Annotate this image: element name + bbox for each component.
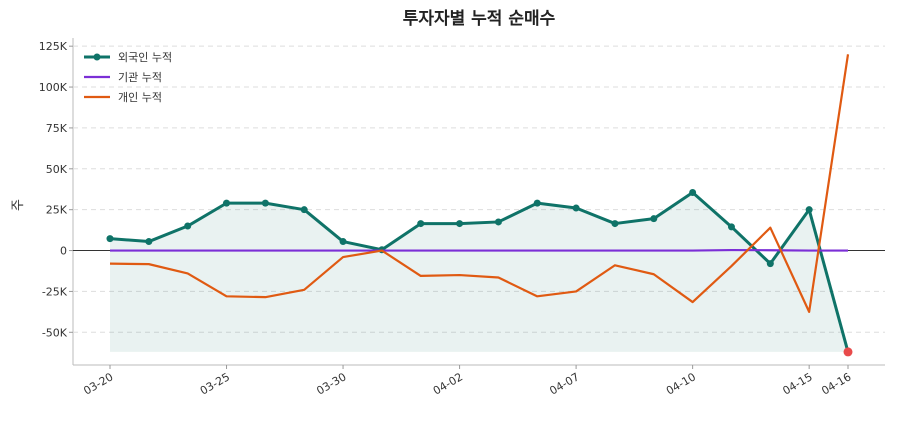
x-tick-label: 04-16 <box>819 370 853 397</box>
point <box>767 260 774 267</box>
x-tick-label: 04-02 <box>431 370 465 397</box>
point <box>689 189 696 196</box>
point <box>728 223 735 230</box>
y-axis-label: 주 <box>11 199 26 211</box>
x-tick-label: 03-25 <box>198 370 232 397</box>
point <box>301 206 308 213</box>
legend-label: 기관 누적 <box>118 71 162 84</box>
legend-marker <box>94 54 101 61</box>
y-tick-label: 75K <box>46 122 68 135</box>
point <box>534 200 541 207</box>
y-tick-label: 25K <box>46 204 68 217</box>
area <box>110 193 848 352</box>
y-tick-label: 0 <box>60 245 67 258</box>
chart-title: 투자자별 누적 순매수 <box>403 9 556 29</box>
point <box>573 205 580 212</box>
point <box>107 235 114 242</box>
x-tick-label: 03-30 <box>314 370 348 397</box>
y-tick-label: 125K <box>39 40 68 53</box>
point <box>417 220 424 227</box>
point <box>456 220 463 227</box>
point <box>611 220 618 227</box>
point <box>340 238 347 245</box>
x-tick-label: 04-15 <box>780 370 814 397</box>
y-tick-label: -50K <box>42 326 68 339</box>
point <box>495 218 502 225</box>
point <box>184 223 191 230</box>
x-tick-label: 04-07 <box>547 370 581 397</box>
point <box>806 206 813 213</box>
y-tick-label: 50K <box>46 163 68 176</box>
point <box>844 347 853 356</box>
y-tick-label: -25K <box>42 285 68 298</box>
x-tick-label: 04-10 <box>664 370 698 397</box>
y-tick-label: 100K <box>39 81 68 94</box>
point <box>262 200 269 207</box>
legend-label: 외국인 누적 <box>118 51 172 64</box>
legend-label: 개인 누적 <box>118 91 162 104</box>
point <box>223 200 230 207</box>
point <box>145 238 152 245</box>
x-tick-label: 03-20 <box>81 370 115 397</box>
point <box>650 215 657 222</box>
